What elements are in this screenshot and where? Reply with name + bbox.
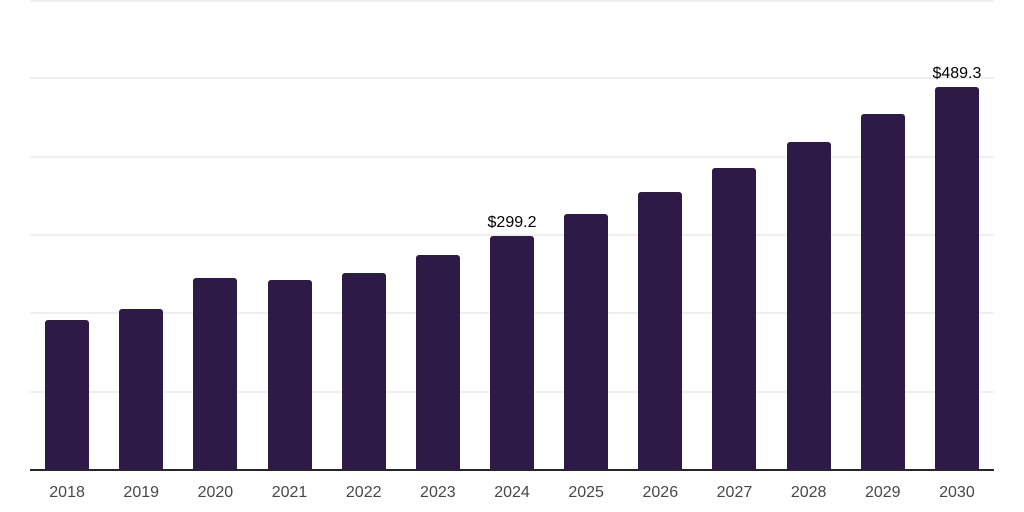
bar-2019[interactable] [119,309,164,470]
x-axis-line [30,469,994,471]
x-tick-2029: 2029 [864,484,901,501]
bar-2025[interactable] [564,213,609,470]
value-label-2030: $489.3 [932,64,982,82]
x-tick-2025: 2025 [568,484,604,501]
bar-2021[interactable] [267,280,312,470]
gridline-400 [30,155,994,158]
bar-2027[interactable] [712,167,757,470]
bar-2024[interactable] [490,235,534,470]
x-tick-2022: 2022 [345,484,382,501]
value-label-2024: $299.2 [487,213,537,231]
x-tick-2027: 2027 [716,484,753,501]
bar-2020[interactable] [193,278,238,470]
gridline-500 [30,77,994,80]
bar-2030[interactable] [934,86,979,470]
x-tick-2030: 2030 [939,484,975,501]
gridline-600 [30,0,994,2]
x-tick-2020: 2020 [197,484,234,501]
bar-2018[interactable] [45,320,90,470]
x-tick-2023: 2023 [420,484,456,501]
bar-2023[interactable] [415,254,460,470]
x-tick-2024: 2024 [494,484,530,501]
x-tick-2019: 2019 [123,484,160,501]
bar-2022[interactable] [341,272,386,470]
x-tick-2018: 2018 [49,484,85,501]
x-tick-2028: 2028 [790,484,827,501]
bar-2028[interactable] [786,141,831,470]
x-tick-2021: 2021 [271,484,308,501]
x-tick-2026: 2026 [642,484,679,501]
bar-2029[interactable] [860,113,905,470]
bar-2026[interactable] [638,191,683,470]
